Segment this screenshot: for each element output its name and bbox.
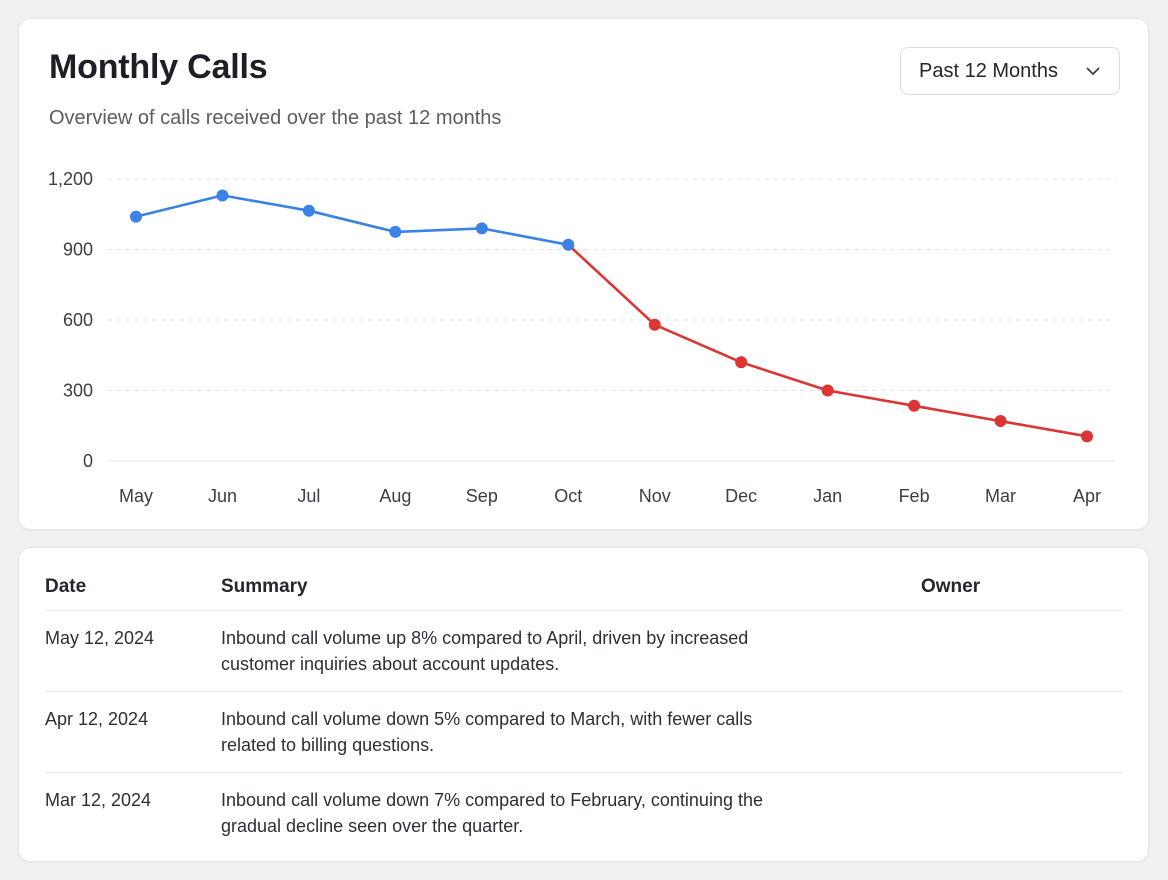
column-header-owner: Owner (921, 564, 1123, 611)
data-point (389, 225, 402, 238)
row-owner (921, 773, 1123, 854)
y-tick-label: 1,200 (48, 169, 93, 189)
row-summary: Inbound call volume up 8% compared to Ap… (221, 610, 921, 692)
x-tick-label: Feb (899, 486, 930, 506)
data-point (562, 238, 575, 251)
monthly-calls-card: Monthly Calls Overview of calls received… (18, 18, 1149, 530)
x-tick-label: Jul (297, 486, 320, 506)
row-date: Mar 12, 2024 (45, 790, 152, 810)
data-point (648, 318, 661, 331)
data-point (302, 204, 315, 217)
row-owner (921, 691, 1123, 773)
data-point (216, 189, 229, 202)
table-header-row: Date Summary Owner (45, 564, 1123, 611)
table-row[interactable]: Apr 12, 2024 Inbound call volume down 5%… (45, 691, 1123, 773)
y-tick-label: 300 (63, 381, 93, 401)
range-select[interactable]: Past 12 Months (900, 47, 1120, 95)
data-point (821, 384, 834, 397)
x-tick-label: Dec (725, 486, 757, 506)
page-subtitle: Overview of calls received over the past… (49, 107, 502, 129)
data-point (735, 356, 748, 369)
x-tick-label: Jun (208, 486, 237, 506)
table-row[interactable]: Mar 12, 2024 Inbound call volume down 7%… (45, 773, 1123, 854)
data-point (994, 415, 1007, 428)
monthly-calls-chart: 0 300 600 900 1,200 May Jun Jul Aug Sep Oct Nov Dec J… (48, 169, 1116, 506)
range-select-value: Past 12 Months (919, 59, 1058, 82)
chevron-down-icon (1085, 63, 1101, 79)
y-tick-label: 900 (63, 240, 93, 260)
row-date: Apr 12, 2024 (45, 691, 221, 773)
x-tick-label: Mar (985, 486, 1016, 506)
y-tick-label: 600 (63, 310, 93, 330)
column-header-summary: Summary (221, 564, 921, 611)
x-tick-label: Apr (1073, 486, 1101, 506)
summary-table-card: Date Summary Owner May 12, 2024 Inbound … (18, 547, 1149, 862)
data-point (908, 399, 921, 412)
x-tick-label: Nov (639, 486, 671, 506)
row-summary-text: Inbound call volume down 5% compared to … (221, 709, 753, 755)
x-tick-label: Jan (813, 486, 842, 506)
data-point (475, 222, 488, 235)
row-summary-text: Inbound call volume up 8% compared to Ap… (221, 628, 749, 674)
column-header-date: Date (45, 564, 221, 611)
row-summary: Inbound call volume down 5% compared to … (221, 691, 921, 773)
row-summary: Inbound call volume down 7% compared to … (221, 773, 921, 854)
x-tick-label: Aug (379, 486, 411, 506)
row-owner (921, 610, 1123, 692)
data-point (130, 210, 142, 223)
series-line (566, 243, 1089, 438)
x-tick-label: May (119, 486, 153, 506)
y-tick-label: 0 (83, 451, 93, 471)
data-point (1081, 430, 1093, 443)
series-line (134, 194, 570, 247)
table-row[interactable]: May 12, 2024 Inbound call volume up 8% c… (45, 610, 1123, 692)
row-date: May 12, 2024 (45, 610, 221, 692)
page-title: Monthly Calls (49, 48, 268, 86)
summary-table: Date Summary Owner May 12, 2024 Inbound … (45, 564, 1123, 853)
x-tick-label: Oct (554, 486, 582, 506)
row-summary-text: Inbound call volume down 7% compared to … (221, 790, 763, 836)
x-tick-label: Sep (466, 486, 498, 506)
